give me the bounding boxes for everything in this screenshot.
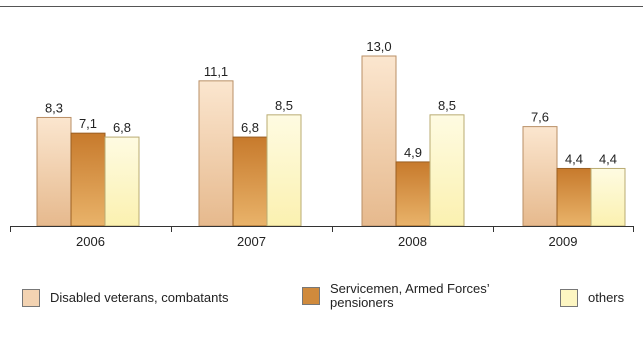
legend: Disabled veterans, combatants Servicemen… bbox=[0, 280, 643, 320]
data-label-others-2008: 8,5 bbox=[438, 98, 456, 113]
bar-disabled-veterans-2007 bbox=[198, 80, 234, 227]
x-tick-label-2006: 2006 bbox=[76, 234, 105, 249]
x-tick-label-2009: 2009 bbox=[549, 234, 578, 249]
legend-item-disabled-veterans: Disabled veterans, combatants bbox=[22, 289, 228, 307]
bar-servicemen-2009 bbox=[556, 167, 592, 227]
legend-swatch-others bbox=[560, 289, 578, 307]
legend-label-others: others bbox=[588, 290, 625, 305]
bar-disabled-veterans-2009 bbox=[522, 126, 558, 227]
legend-swatch-servicemen bbox=[302, 287, 320, 305]
data-label-disabled-veterans-2008: 13,0 bbox=[366, 39, 391, 54]
data-label-disabled-veterans-2009: 7,6 bbox=[531, 110, 549, 125]
bar-others-2008 bbox=[429, 114, 465, 227]
legend-item-servicemen: Servicemen, Armed Forces’ pensioners bbox=[302, 282, 530, 310]
legend-swatch-disabled-veterans bbox=[22, 289, 40, 307]
data-label-disabled-veterans-2007: 11,1 bbox=[204, 64, 228, 79]
bar-others-2006 bbox=[104, 136, 140, 227]
data-label-others-2006: 6,8 bbox=[113, 120, 131, 135]
bar-disabled-veterans-2008 bbox=[361, 55, 397, 227]
data-label-servicemen-2009: 4,4 bbox=[565, 151, 583, 166]
data-label-others-2007: 8,5 bbox=[275, 98, 293, 113]
legend-label-servicemen: Servicemen, Armed Forces’ pensioners bbox=[330, 281, 490, 310]
bar-disabled-veterans-2006 bbox=[36, 116, 72, 227]
data-label-servicemen-2007: 6,8 bbox=[241, 120, 259, 135]
bar-servicemen-2006 bbox=[70, 132, 106, 227]
bar-servicemen-2008 bbox=[395, 161, 431, 227]
bar-servicemen-2007 bbox=[232, 136, 268, 227]
x-tick-label-2007: 2007 bbox=[237, 234, 266, 249]
data-label-others-2009: 4,4 bbox=[599, 151, 617, 166]
legend-label-disabled-veterans: Disabled veterans, combatants bbox=[50, 290, 229, 305]
data-label-servicemen-2008: 4,9 bbox=[404, 145, 422, 160]
bar-others-2009 bbox=[590, 167, 626, 227]
legend-item-others: others bbox=[560, 289, 624, 307]
data-label-disabled-veterans-2006: 8,3 bbox=[45, 100, 63, 115]
bar-others-2007 bbox=[266, 114, 302, 227]
top-rule bbox=[0, 6, 643, 7]
data-label-servicemen-2006: 7,1 bbox=[79, 116, 97, 131]
x-tick-label-2008: 2008 bbox=[398, 234, 427, 249]
bar-chart: 8,3 7,1 6,8 11,1 6,8 8,5 13,0 4,9 8,5 7,6 4,4 4,4 2… bbox=[10, 39, 634, 249]
